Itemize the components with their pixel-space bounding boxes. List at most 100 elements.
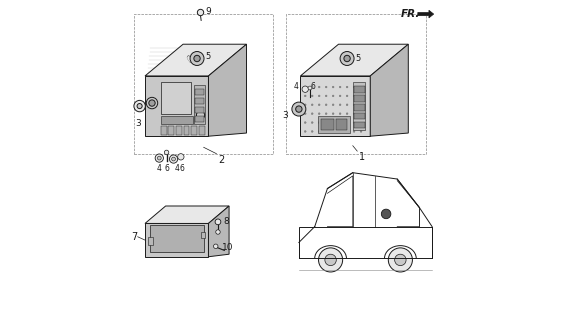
Bar [336,119,347,130]
Circle shape [381,209,391,219]
Polygon shape [145,44,247,76]
Circle shape [308,86,312,90]
Circle shape [360,131,362,132]
Polygon shape [145,223,208,257]
Circle shape [339,122,341,124]
Circle shape [198,9,204,16]
Text: 7: 7 [131,232,137,242]
Circle shape [311,113,313,115]
Polygon shape [418,10,434,18]
Circle shape [332,95,334,97]
Bar [161,126,166,135]
Bar [354,95,365,102]
Bar [194,85,205,124]
Text: FR.: FR. [400,9,420,19]
Circle shape [155,154,164,162]
Circle shape [311,104,313,106]
Circle shape [318,95,320,97]
Circle shape [325,113,327,115]
Circle shape [169,155,178,163]
Text: 5: 5 [205,52,210,61]
Circle shape [292,102,306,116]
Circle shape [353,95,355,97]
Circle shape [318,86,320,88]
Circle shape [146,97,158,109]
Circle shape [137,104,142,108]
Circle shape [194,55,200,62]
Polygon shape [370,44,408,136]
Circle shape [325,95,327,97]
Circle shape [360,86,362,88]
Bar [161,82,191,114]
Bar [199,126,205,135]
Text: 10: 10 [222,243,234,252]
Bar [321,119,334,130]
Bar [176,126,182,135]
Circle shape [134,100,145,112]
Bar [195,116,204,122]
Circle shape [302,86,308,92]
Bar [169,126,174,135]
Polygon shape [208,206,229,257]
Circle shape [346,113,348,115]
Circle shape [318,104,320,106]
Circle shape [353,131,355,132]
Circle shape [339,104,341,106]
Bar [354,104,365,110]
Circle shape [311,86,313,88]
Circle shape [305,131,306,132]
Circle shape [344,55,350,62]
Circle shape [332,113,334,115]
Circle shape [388,248,413,272]
Circle shape [171,157,175,161]
Bar [195,98,204,104]
Circle shape [318,131,320,132]
Bar [191,126,197,135]
Circle shape [360,104,362,106]
Text: 1: 1 [358,152,365,162]
Polygon shape [145,206,229,223]
Circle shape [346,131,348,132]
Circle shape [332,122,334,124]
Bar [161,116,192,124]
Circle shape [346,104,348,106]
Circle shape [339,113,341,115]
Circle shape [319,248,342,272]
Text: 6: 6 [179,164,184,173]
Text: ♡: ♡ [185,55,194,65]
Bar [354,113,365,119]
Bar [354,122,365,128]
Text: 6: 6 [164,164,169,173]
Text: 3: 3 [135,119,141,128]
Circle shape [332,104,334,106]
Circle shape [339,131,341,132]
Circle shape [353,122,355,124]
Bar [184,126,190,135]
Bar [134,14,273,154]
Circle shape [305,122,306,124]
Circle shape [305,95,306,97]
Bar [318,116,350,133]
Circle shape [318,122,320,124]
Circle shape [305,86,306,88]
Circle shape [215,219,221,225]
Circle shape [353,113,355,115]
Circle shape [395,254,406,266]
Circle shape [353,104,355,106]
Circle shape [339,86,341,88]
Circle shape [325,131,327,132]
Polygon shape [208,44,247,136]
Circle shape [305,104,306,106]
Circle shape [346,122,348,124]
Bar [354,86,365,93]
Text: 9: 9 [205,7,211,16]
Circle shape [149,100,155,106]
Text: 8: 8 [224,217,229,226]
Bar [148,237,153,245]
Circle shape [213,244,218,249]
Circle shape [196,111,205,119]
Text: 4: 4 [156,164,161,173]
Bar [150,225,204,252]
Circle shape [360,95,362,97]
Bar [195,89,204,95]
